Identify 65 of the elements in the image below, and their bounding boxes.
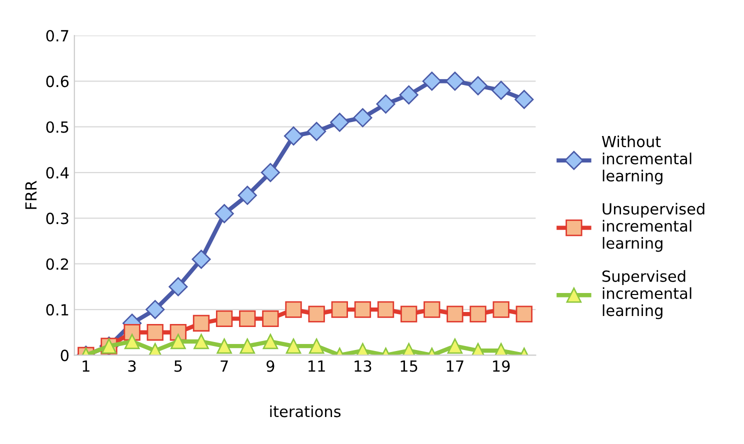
x-tick-label: 7 bbox=[220, 360, 228, 372]
point bbox=[214, 204, 234, 224]
point bbox=[286, 338, 302, 354]
point bbox=[285, 301, 302, 318]
y-tick-label: 0 bbox=[60, 350, 69, 362]
legend-label: Supervised incremental learning bbox=[602, 270, 692, 320]
point bbox=[284, 126, 304, 146]
point bbox=[192, 250, 211, 269]
point bbox=[331, 301, 348, 318]
point bbox=[330, 112, 350, 132]
point bbox=[400, 306, 418, 322]
y-tick-label: 0.5 bbox=[46, 121, 68, 133]
point bbox=[468, 76, 488, 96]
legend-label: Without incremental learning bbox=[602, 135, 692, 184]
point bbox=[146, 300, 165, 320]
y-tick-label: 0.1 bbox=[46, 304, 68, 316]
point bbox=[262, 310, 279, 327]
x-tick-label: 11 bbox=[308, 360, 325, 372]
point bbox=[424, 301, 440, 318]
point bbox=[216, 338, 232, 354]
x-axis-title: iterations bbox=[270, 405, 341, 418]
point bbox=[399, 85, 418, 104]
point bbox=[240, 338, 256, 354]
point bbox=[260, 162, 280, 182]
point bbox=[238, 186, 257, 205]
x-tick-label: 17 bbox=[446, 360, 464, 372]
point bbox=[492, 301, 510, 318]
point bbox=[262, 334, 278, 350]
x-tick-label: 15 bbox=[400, 360, 418, 372]
y-tick-label: 0.2 bbox=[46, 258, 68, 270]
point bbox=[377, 301, 394, 318]
y-tick-label: 0.4 bbox=[46, 166, 69, 179]
point bbox=[445, 72, 464, 91]
point bbox=[446, 306, 464, 322]
point bbox=[192, 314, 210, 332]
point bbox=[307, 122, 326, 141]
point bbox=[239, 310, 256, 327]
x-tick-label: 13 bbox=[354, 360, 372, 372]
point bbox=[470, 306, 486, 322]
point bbox=[168, 277, 188, 296]
x-tick-label: 5 bbox=[174, 360, 182, 372]
point bbox=[516, 306, 532, 322]
point bbox=[447, 338, 463, 354]
x-tick-label: 1 bbox=[82, 360, 90, 372]
y-tick-label: 0.6 bbox=[46, 76, 69, 88]
point bbox=[124, 334, 140, 350]
point bbox=[194, 334, 209, 350]
point bbox=[146, 324, 164, 341]
point bbox=[376, 94, 396, 114]
point bbox=[492, 80, 511, 100]
legend-label: Unsupervised incremental learning bbox=[602, 202, 704, 252]
point bbox=[308, 338, 324, 354]
point bbox=[216, 310, 233, 327]
x-tick-label: 9 bbox=[266, 360, 274, 372]
y-axis-title: FRR bbox=[25, 180, 37, 209]
x-tick-label: 19 bbox=[493, 360, 510, 372]
point bbox=[308, 306, 325, 322]
point bbox=[353, 108, 372, 128]
y-tick-label: 0.7 bbox=[46, 30, 68, 42]
point bbox=[514, 90, 534, 109]
x-tick-label: 3 bbox=[128, 360, 136, 372]
point bbox=[354, 301, 372, 318]
point bbox=[170, 334, 186, 350]
point bbox=[422, 72, 442, 91]
y-tick-label: 0.3 bbox=[46, 212, 68, 224]
